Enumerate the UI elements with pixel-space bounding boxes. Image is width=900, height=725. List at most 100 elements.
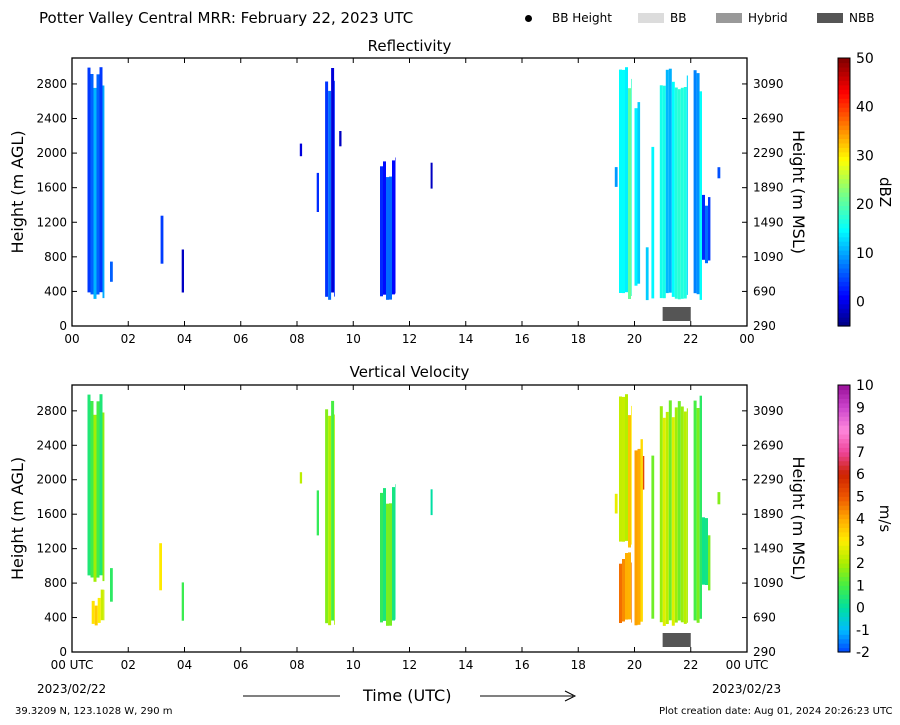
- colorbar-segment: [838, 460, 850, 466]
- colorbar-tick-label: 8: [856, 423, 865, 439]
- end-date-label: 2023/02/23: [712, 682, 782, 696]
- y-tick-label: 2800: [36, 77, 67, 91]
- colorbar-tick-label: 7: [856, 445, 865, 461]
- x-tick-label: 18: [571, 332, 586, 346]
- y-tick-label: 400: [44, 611, 67, 625]
- data-cell: [622, 396, 625, 542]
- legend-label: Hybrid: [748, 11, 788, 25]
- colorbar-tick-label: 3: [856, 534, 865, 550]
- nbb-swatch-icon: [817, 13, 843, 23]
- colorbar-tick-label: 9: [856, 400, 865, 416]
- colorbar-segment: [838, 183, 850, 189]
- colorbar-segment: [838, 393, 850, 399]
- x-tick-label: 12: [402, 658, 417, 672]
- y-tick-label: 1200: [36, 542, 67, 556]
- colorbar-tick-label: 2: [856, 556, 865, 572]
- colorbar-segment: [838, 554, 850, 560]
- creation-date-label: Plot creation date: Aug 01, 2024 20:26:2…: [659, 706, 893, 717]
- colorbar-segment: [838, 465, 850, 471]
- colorbar-segment: [838, 241, 850, 247]
- colorbar-segment: [838, 487, 850, 493]
- data-cell: [110, 261, 113, 282]
- colorbar-label: m/s: [876, 505, 894, 533]
- data-cell: [430, 489, 433, 516]
- data-cell: [325, 81, 329, 297]
- data-cell: [625, 67, 628, 293]
- colorbar-segment: [838, 522, 850, 528]
- colorbar-segment: [838, 540, 850, 546]
- location-label: 39.3209 N, 123.1028 W, 290 m: [15, 706, 173, 717]
- colorbar-segment: [838, 496, 850, 502]
- colorbar-segment: [838, 407, 850, 413]
- colorbar-segment: [838, 474, 850, 480]
- y-tick-right-label: 2690: [753, 438, 784, 452]
- y-tick-right-label: 2690: [753, 112, 784, 126]
- y-tick-right-label: 3090: [753, 404, 784, 418]
- legend-label: NBB: [849, 11, 875, 25]
- data-cell: [651, 146, 655, 299]
- colorbar-segment: [838, 138, 850, 144]
- colorbar-segment: [838, 500, 850, 506]
- y-tick-label: 800: [44, 576, 67, 590]
- data-cell: [705, 205, 708, 264]
- colorbar-segment: [838, 571, 850, 577]
- colorbar-segment: [838, 58, 850, 64]
- data-cell: [674, 407, 678, 623]
- x-tick-label: 04: [177, 658, 192, 672]
- y-tick-right-label: 2290: [753, 146, 784, 160]
- colorbar-segment: [838, 71, 850, 77]
- data-cell: [90, 401, 94, 578]
- data-cell: [659, 85, 663, 299]
- legend-bb-height: BB Height: [525, 11, 612, 25]
- colorbar-segment: [838, 563, 850, 569]
- data-cell: [94, 605, 98, 626]
- colorbar-segment: [838, 147, 850, 153]
- data-cell: [631, 405, 632, 545]
- data-cell: [103, 589, 105, 621]
- colorbar-segment: [838, 151, 850, 157]
- data-cell: [181, 582, 184, 621]
- colorbar-segment: [838, 558, 850, 564]
- colorbar-segment: [838, 276, 850, 282]
- data-cell: [696, 408, 700, 623]
- data-cell: [383, 488, 386, 621]
- data-cell: [668, 400, 672, 621]
- y-tick-label: 2400: [36, 438, 67, 452]
- colorbar-segment: [838, 389, 850, 395]
- legend-bb: BB: [638, 11, 686, 25]
- x-tick-label: 08: [289, 332, 304, 346]
- data-cell: [93, 414, 97, 582]
- data-cell: [702, 194, 705, 260]
- colorbar-segment: [838, 84, 850, 90]
- colorbar-segment: [838, 505, 850, 511]
- data-cell: [674, 87, 678, 299]
- colorbar-segment: [838, 634, 850, 640]
- data-cell: [665, 69, 669, 294]
- colorbar-segment: [838, 616, 850, 622]
- y-tick-right-label: 1090: [753, 576, 784, 590]
- colorbar-segment: [838, 156, 850, 162]
- colorbar-segment: [838, 89, 850, 95]
- panel-title: Vertical Velocity: [350, 363, 470, 381]
- colorbar-segment: [838, 429, 850, 435]
- colorbar-tick-label: 1: [856, 578, 865, 594]
- x-tick-label: 00: [64, 332, 79, 346]
- y-axis-label: Height (m AGL): [8, 130, 27, 253]
- x-tick-label: 14: [458, 658, 473, 672]
- data-cell: [699, 91, 702, 300]
- data-cell: [392, 487, 395, 621]
- bright-band-marker: [662, 633, 691, 647]
- colorbar-segment: [838, 187, 850, 193]
- data-cell: [93, 87, 97, 299]
- colorbar-segment: [838, 385, 850, 391]
- colorbar-segment: [838, 620, 850, 626]
- data-cell: [383, 161, 386, 295]
- colorbar-segment: [838, 272, 850, 278]
- legend-label: BB Height: [552, 11, 612, 25]
- data-cell: [380, 166, 383, 297]
- data-cell: [705, 518, 708, 585]
- y-tick-right-label: 1890: [753, 181, 784, 195]
- data-cell: [622, 559, 625, 622]
- data-cell: [181, 249, 184, 293]
- data-cell: [693, 70, 697, 294]
